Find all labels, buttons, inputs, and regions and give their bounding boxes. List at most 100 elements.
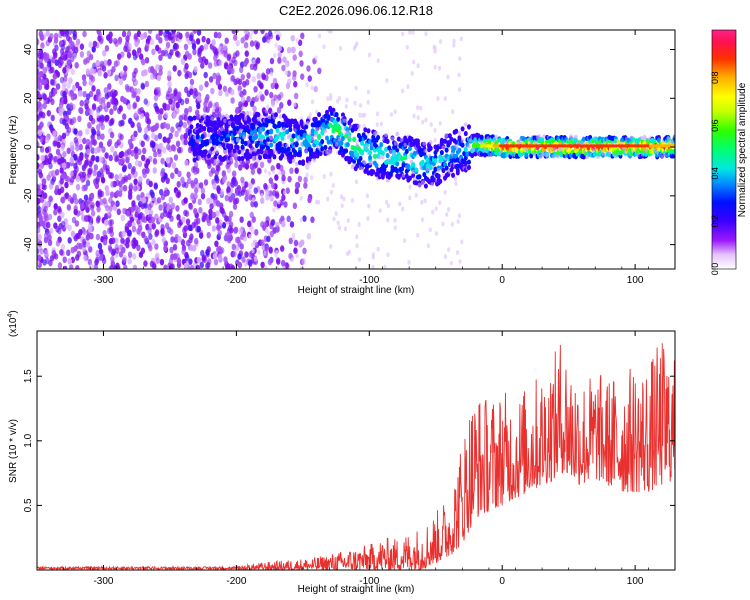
spectrogram-cell [128, 182, 134, 190]
snr-scale-label: (x104) [7, 310, 19, 337]
spectrogram-cell [251, 197, 255, 203]
spectrogram-cell [383, 264, 387, 269]
spectrogram-cell [424, 148, 428, 154]
spectrogram-cell [48, 195, 53, 202]
spectrogram-cell [102, 197, 107, 205]
spectrogram-cell [144, 111, 150, 119]
spectrogram-cell [155, 252, 160, 260]
spectrogram-cell [459, 36, 463, 42]
spectrogram-cell [253, 128, 258, 135]
spectrogram-cell [267, 39, 271, 45]
spectrogram-cell [167, 52, 172, 60]
spectrogram-cell [115, 200, 120, 208]
spectrogram-cell [239, 216, 244, 223]
spectrogram-cell [249, 100, 255, 108]
spectrogram-cell [126, 103, 132, 111]
spectrogram-cell [299, 73, 305, 80]
spectrogram-cell [88, 246, 93, 253]
spectrogram-cell [198, 206, 203, 214]
spectrogram-cell [181, 216, 186, 224]
spectrogram-cell [184, 62, 189, 70]
spectrogram-cell [289, 221, 295, 228]
spectrogram-cell [134, 40, 139, 48]
spectrogram-cell [89, 108, 94, 116]
spectrogram-cell [196, 30, 202, 36]
spectrogram-cell [205, 140, 210, 146]
spectrogram-cell [169, 246, 174, 254]
spectrogram-cell [184, 97, 190, 105]
spectrogram-cell [254, 229, 259, 236]
spectrogram-cell [315, 153, 320, 159]
spectrogram-cell [97, 242, 103, 250]
spectrogram-cell [460, 142, 465, 148]
spectrogram-cell [288, 126, 293, 133]
spectrogram-cell [94, 258, 99, 266]
spectrogram-cell [97, 30, 102, 36]
spectrogram-cell [264, 109, 269, 114]
spectrogram-cell [153, 102, 158, 110]
spectrogram-cell [54, 44, 59, 52]
spectrogram-cell [352, 136, 357, 142]
spectrogram-cell [408, 184, 412, 190]
spectrogram-cell [288, 77, 292, 83]
spectrogram-cell [89, 157, 95, 165]
spectrogram-cell [233, 179, 238, 187]
spectrogram-cell [116, 208, 121, 216]
spectrogram-cell [138, 175, 143, 183]
spectrogram-cell [299, 217, 303, 223]
x-tick-label: 0 [499, 576, 505, 587]
spectrogram-cell [120, 214, 126, 222]
spectrogram-y-label: Frequency (Hz) [8, 116, 19, 185]
spectrogram-cell [244, 251, 249, 258]
spectrogram-cell [187, 129, 192, 135]
spectrogram-cell [482, 152, 487, 158]
spectrogram-cell [153, 150, 158, 158]
spectrogram-cell [412, 113, 416, 119]
spectrogram-cell [132, 53, 138, 61]
colorbar-label: Normalized spectral amplitude [737, 82, 748, 217]
spectrogram-cell [53, 36, 59, 44]
spectrogram-cell [160, 170, 165, 178]
snr-scale-prefix: (x10 [8, 317, 19, 337]
spectrogram-cell [230, 264, 236, 269]
x-tick-label: 100 [627, 275, 644, 286]
spectrogram-cell [305, 172, 309, 178]
spectrogram-cell [133, 178, 138, 186]
spectrogram-cell [672, 148, 675, 154]
spectrogram-cell [297, 39, 303, 47]
spectrogram-cell [365, 144, 369, 150]
spectrogram-cell [110, 256, 115, 263]
spectrogram-cell [39, 135, 44, 143]
spectrogram-cell [438, 39, 443, 44]
spectrogram-cell [232, 170, 237, 177]
spectrogram-cell [246, 220, 252, 228]
spectrogram-cell [372, 153, 377, 160]
spectrogram-cell [374, 162, 379, 169]
spectrogram-cell [272, 154, 277, 160]
spectrogram-cell [280, 169, 286, 176]
spectrogram-cell [62, 151, 67, 158]
spectrogram-cell [294, 187, 300, 195]
spectrogram-cell [52, 73, 57, 80]
spectrogram-cell [297, 149, 302, 156]
spectrogram-cell [46, 109, 52, 117]
spectrogram-cell [208, 138, 213, 144]
spectrogram-cell [355, 234, 359, 240]
spectrogram-cell [444, 133, 449, 138]
spectrogram-cell [267, 170, 271, 176]
spectrogram-cell [57, 215, 62, 223]
spectrogram-cell [168, 132, 173, 140]
spectrogram-cell [549, 144, 555, 148]
spectrogram-cell [416, 115, 420, 121]
colorbar-tick-label: 0.6 [710, 119, 720, 132]
spectrogram-cell [195, 109, 200, 116]
spectrogram-cell [67, 194, 72, 202]
spectrogram-cell [352, 145, 357, 151]
spectrogram-cell [53, 208, 58, 216]
spectrogram-cell [191, 138, 196, 144]
spectrogram-cell [172, 111, 177, 119]
spectrogram-cell [379, 141, 384, 148]
spectrogram-cell [411, 30, 415, 35]
spectrogram-cell [210, 116, 214, 121]
spectrogram-cell [357, 222, 361, 227]
